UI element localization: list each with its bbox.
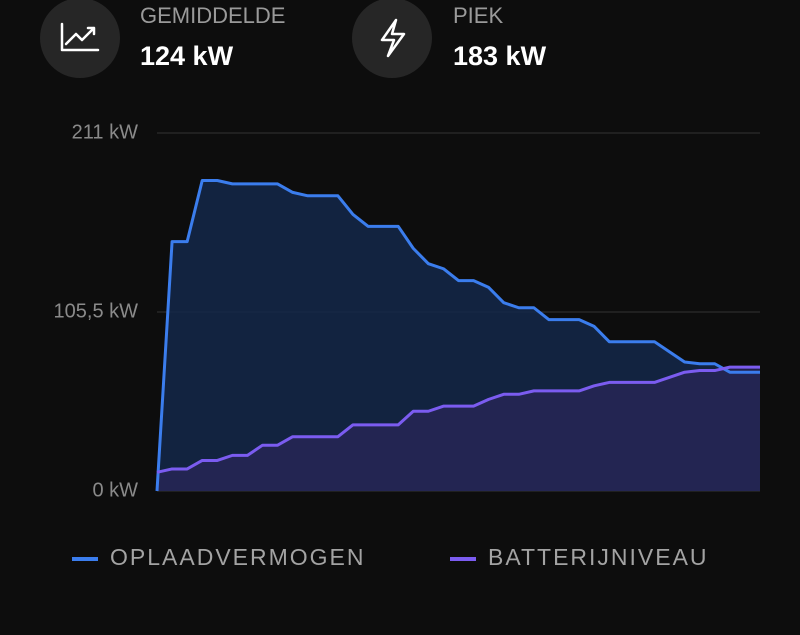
trend-icon <box>60 22 100 52</box>
legend-label: OPLAADVERMOGEN <box>110 544 366 570</box>
line <box>156 365 760 474</box>
bolt-icon <box>380 18 406 58</box>
y-tick-label: 211 kW <box>72 121 138 143</box>
legend-label: BATTERIJNIVEAU <box>488 544 709 570</box>
area <box>157 367 760 491</box>
line <box>155 179 760 492</box>
stat-label: GEMIDDELDE <box>140 3 285 28</box>
stat-label: PIEK <box>453 3 503 28</box>
y-tick-label: 0 kW <box>92 479 138 501</box>
stat-value: 124 kW <box>140 41 234 71</box>
stat-value: 183 kW <box>453 41 547 71</box>
y-tick-label: 105,5 kW <box>54 300 139 322</box>
plot: 0 kW 105,5 kW 211 kW OPLAADVERMOGEN BATTERIJ… <box>54 121 760 570</box>
